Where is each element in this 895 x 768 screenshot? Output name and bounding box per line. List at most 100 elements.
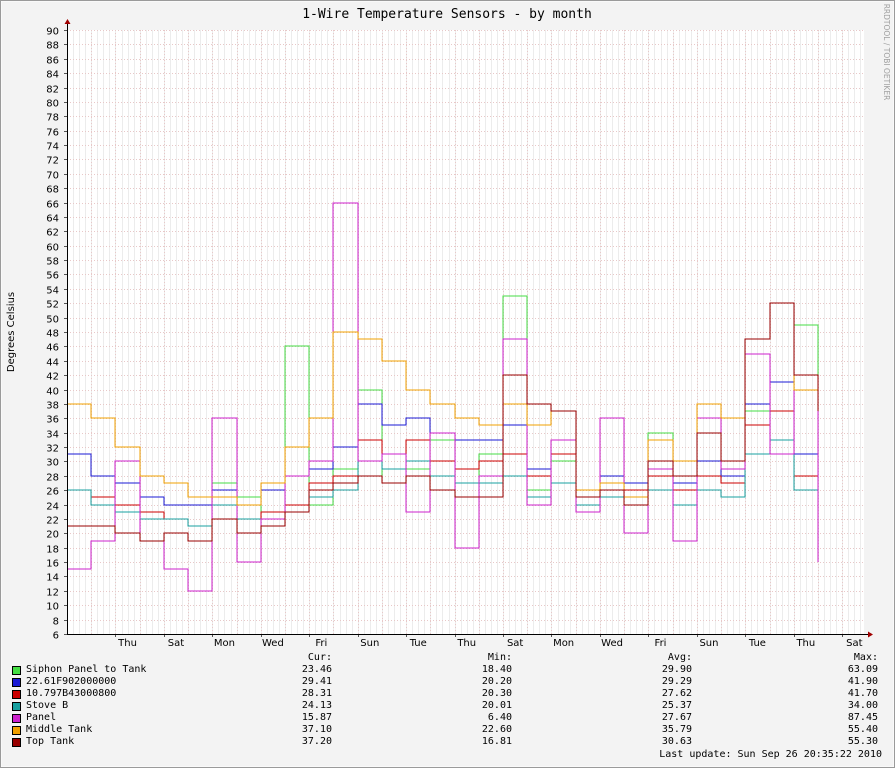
legend-swatch xyxy=(12,666,21,675)
legend-series-name: Panel xyxy=(26,712,57,723)
y-tick-label: 76 xyxy=(46,128,59,139)
y-tick-labels: 6810121416182022242628303234363840424446… xyxy=(46,27,59,642)
x-tick-label: Fri xyxy=(315,638,327,649)
x-tick-label: Sat xyxy=(507,638,523,649)
last-update: Last update: Sun Sep 26 20:35:22 2010 xyxy=(659,749,882,760)
y-tick-label: 82 xyxy=(46,85,59,96)
legend-cur-value: 15.87 xyxy=(301,712,332,723)
y-tick-label: 12 xyxy=(46,588,59,599)
x-tick-label: Tue xyxy=(409,638,427,649)
legend-cur-value: 29.41 xyxy=(301,676,332,687)
x-tick-label: Mon xyxy=(214,638,235,649)
legend-swatch xyxy=(12,702,21,711)
y-tick-label: 22 xyxy=(46,516,59,527)
y-tick-label: 58 xyxy=(46,257,59,268)
y-tick-label: 6 xyxy=(53,631,59,642)
watermark: RRDTOOL / TOBI OETIKER xyxy=(882,4,891,101)
y-tick-label: 68 xyxy=(46,185,59,196)
y-tick-label: 8 xyxy=(53,617,59,628)
y-tick-label: 66 xyxy=(46,200,59,211)
legend-row: Siphon Panel to Tank 23.46 18.40 29.90 63.09 xyxy=(12,664,882,676)
y-tick-label: 84 xyxy=(46,70,59,81)
legend-swatch xyxy=(12,738,21,747)
y-tick-label: 30 xyxy=(46,458,59,469)
legend-series-name: Siphon Panel to Tank xyxy=(26,664,147,675)
y-tick-label: 10 xyxy=(46,602,59,613)
y-tick-label: 28 xyxy=(46,473,59,484)
legend-row: Top Tank 37.20 16.81 30.63 55.30 xyxy=(12,736,882,748)
series-lines xyxy=(67,202,819,592)
y-tick-label: 62 xyxy=(46,228,59,239)
legend-min-value: 22.60 xyxy=(481,724,512,735)
y-tick-label: 90 xyxy=(46,27,59,38)
legend-max-value: 55.40 xyxy=(847,724,878,735)
legend-max-value: 41.90 xyxy=(847,676,878,687)
x-tick-label: Thu xyxy=(117,638,137,649)
series-line xyxy=(67,302,819,542)
plot-area xyxy=(67,30,864,634)
legend-header-cur: Cur: xyxy=(307,652,332,663)
legend-cur-value: 37.10 xyxy=(301,724,332,735)
x-tick-label: Sun xyxy=(360,638,379,649)
y-tick-label: 64 xyxy=(46,214,59,225)
x-tick-labels: Thu Sat Mon Wed Fri Sun Tue Thu Sat Mon Wed Fri Sun T… xyxy=(117,638,862,649)
legend-min-value: 18.40 xyxy=(481,664,512,675)
x-tick-label: Tue xyxy=(748,638,766,649)
y-tick-label: 50 xyxy=(46,315,59,326)
legend-cur-value: 37.20 xyxy=(301,736,332,747)
y-tick-label: 20 xyxy=(46,530,59,541)
y-tick-label: 52 xyxy=(46,300,59,311)
y-tick-label: 24 xyxy=(46,502,59,513)
x-axis-arrow xyxy=(868,631,873,638)
legend-avg-value: 35.79 xyxy=(661,724,692,735)
y-tick-label: 70 xyxy=(46,171,59,182)
y-axis-arrow xyxy=(64,19,71,24)
y-tick-label: 16 xyxy=(46,559,59,570)
y-axis-label: Degrees Celsius xyxy=(6,292,17,372)
legend-row: 10.797B43000800 28.31 20.30 27.62 41.70 xyxy=(12,688,882,700)
legend-max-value: 41.70 xyxy=(847,688,878,699)
x-tick-label: Thu xyxy=(456,638,476,649)
legend-avg-value: 29.90 xyxy=(661,664,692,675)
x-tick-label: Thu xyxy=(795,638,815,649)
legend-series-name: Stove B xyxy=(26,700,69,711)
legend-row: Panel 15.87 6.40 27.67 87.45 xyxy=(12,712,882,724)
legend-max-value: 63.09 xyxy=(847,664,878,675)
legend-avg-value: 29.29 xyxy=(661,676,692,687)
legend-row: Stove B 24.13 20.01 25.37 34.00 xyxy=(12,700,882,712)
x-tick-label: Sat xyxy=(846,638,862,649)
y-tick-label: 60 xyxy=(46,243,59,254)
legend-avg-value: 27.67 xyxy=(661,712,692,723)
legend-series-name: Top Tank xyxy=(26,736,75,747)
legend-swatch xyxy=(12,726,21,735)
legend-swatch xyxy=(12,690,21,699)
legend-min-value: 20.01 xyxy=(481,700,512,711)
series-line xyxy=(67,302,819,506)
legend-max-value: 34.00 xyxy=(847,700,878,711)
y-tick-label: 80 xyxy=(46,99,59,110)
legend-min-value: 6.40 xyxy=(487,712,512,723)
y-tick-label: 26 xyxy=(46,487,59,498)
y-tick-label: 86 xyxy=(46,56,59,67)
y-tick-label: 48 xyxy=(46,329,59,340)
y-tick-label: 46 xyxy=(46,343,59,354)
x-tick-label: Mon xyxy=(553,638,574,649)
y-tick-label: 56 xyxy=(46,271,59,282)
y-tick-label: 38 xyxy=(46,401,59,412)
legend-min-value: 20.30 xyxy=(481,688,512,699)
x-tick-label: Sun xyxy=(699,638,718,649)
legend-avg-value: 30.63 xyxy=(661,736,692,747)
y-tick-label: 54 xyxy=(46,286,59,297)
legend-series-name: 10.797B43000800 xyxy=(26,688,117,699)
y-tick-label: 32 xyxy=(46,444,59,455)
legend-cur-value: 28.31 xyxy=(301,688,332,699)
axes xyxy=(64,19,873,638)
y-tick-label: 74 xyxy=(46,142,59,153)
y-tick-label: 34 xyxy=(46,430,59,441)
legend-row: Middle Tank 37.10 22.60 35.79 55.40 xyxy=(12,724,882,736)
legend-series-name: Middle Tank xyxy=(26,724,93,735)
x-tick-label: Fri xyxy=(655,638,667,649)
x-tick-label: Wed xyxy=(262,638,284,649)
x-tick-label: Wed xyxy=(601,638,623,649)
